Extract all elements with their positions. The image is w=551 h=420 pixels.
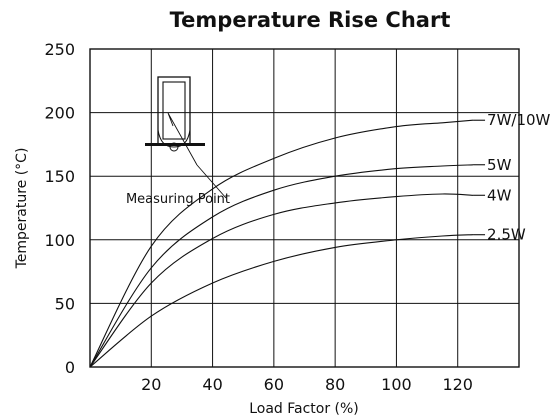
tick-labels: 20 40 60 80 100 120 0 50 100 150 200 250 [44,40,473,394]
x-tick-label: 100 [381,375,412,394]
x-tick-label: 80 [325,375,345,394]
x-tick-label: 120 [442,375,473,394]
series-line [89,119,474,368]
series-label: 4W [487,186,512,204]
y-tick-label: 0 [65,358,75,377]
y-tick-label: 100 [44,231,75,250]
y-axis-label: Temperature (°C) [14,148,30,270]
x-tick-label: 20 [141,375,161,394]
y-tick-label: 250 [44,40,75,59]
y-tick-label: 150 [44,167,75,186]
series-label: 7W/10W [487,111,551,129]
series-label: 2.5W [487,226,526,244]
series-lines: 7W/10W 5W 4W 2.5W [89,111,551,368]
measuring-point-label: Measuring Point [126,192,230,207]
series-line [89,193,474,368]
x-axis-label: Load Factor (%) [249,401,359,417]
series-line [89,234,474,368]
series-label: 5W [487,156,512,174]
y-tick-label: 200 [44,104,75,123]
grid-lines [90,49,519,367]
x-tick-label: 40 [202,375,222,394]
y-tick-label: 50 [55,294,75,313]
series-line [89,164,474,368]
plot-frame [89,48,520,368]
resistor-measuring-point-icon [145,76,227,199]
x-tick-label: 60 [264,375,284,394]
chart-title: Temperature Rise Chart [170,8,451,32]
